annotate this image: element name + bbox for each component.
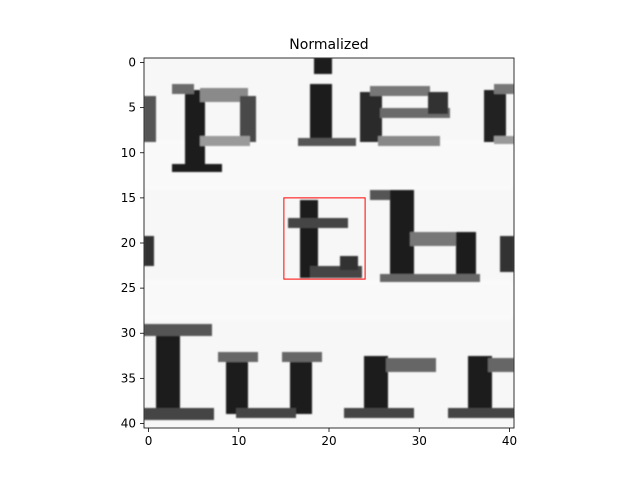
y-tick-label: 0 xyxy=(128,56,136,70)
y-tick-label: 40 xyxy=(121,416,136,430)
y-tick-label: 10 xyxy=(121,146,136,160)
x-tick-label: 20 xyxy=(321,434,336,448)
x-axis: 0 10 20 30 40 xyxy=(145,428,517,448)
image-glyphs xyxy=(144,58,514,420)
y-tick-label: 15 xyxy=(121,191,136,205)
chart-title: Normalized xyxy=(289,37,368,53)
y-tick-label: 20 xyxy=(121,236,136,250)
y-tick-label: 30 xyxy=(121,326,136,340)
y-tick-label: 25 xyxy=(121,281,136,295)
highlight-box xyxy=(283,197,366,280)
plot-area xyxy=(144,58,514,428)
y-tick-label: 35 xyxy=(121,371,136,385)
x-tick-label: 0 xyxy=(145,434,153,448)
x-tick-label: 30 xyxy=(412,434,427,448)
image-texture xyxy=(144,140,514,320)
y-axis: 0 5 10 15 20 25 30 35 40 xyxy=(121,56,144,430)
x-tick-label: 40 xyxy=(502,434,517,448)
y-tick-label: 5 xyxy=(128,101,136,115)
x-tick-label: 10 xyxy=(231,434,246,448)
